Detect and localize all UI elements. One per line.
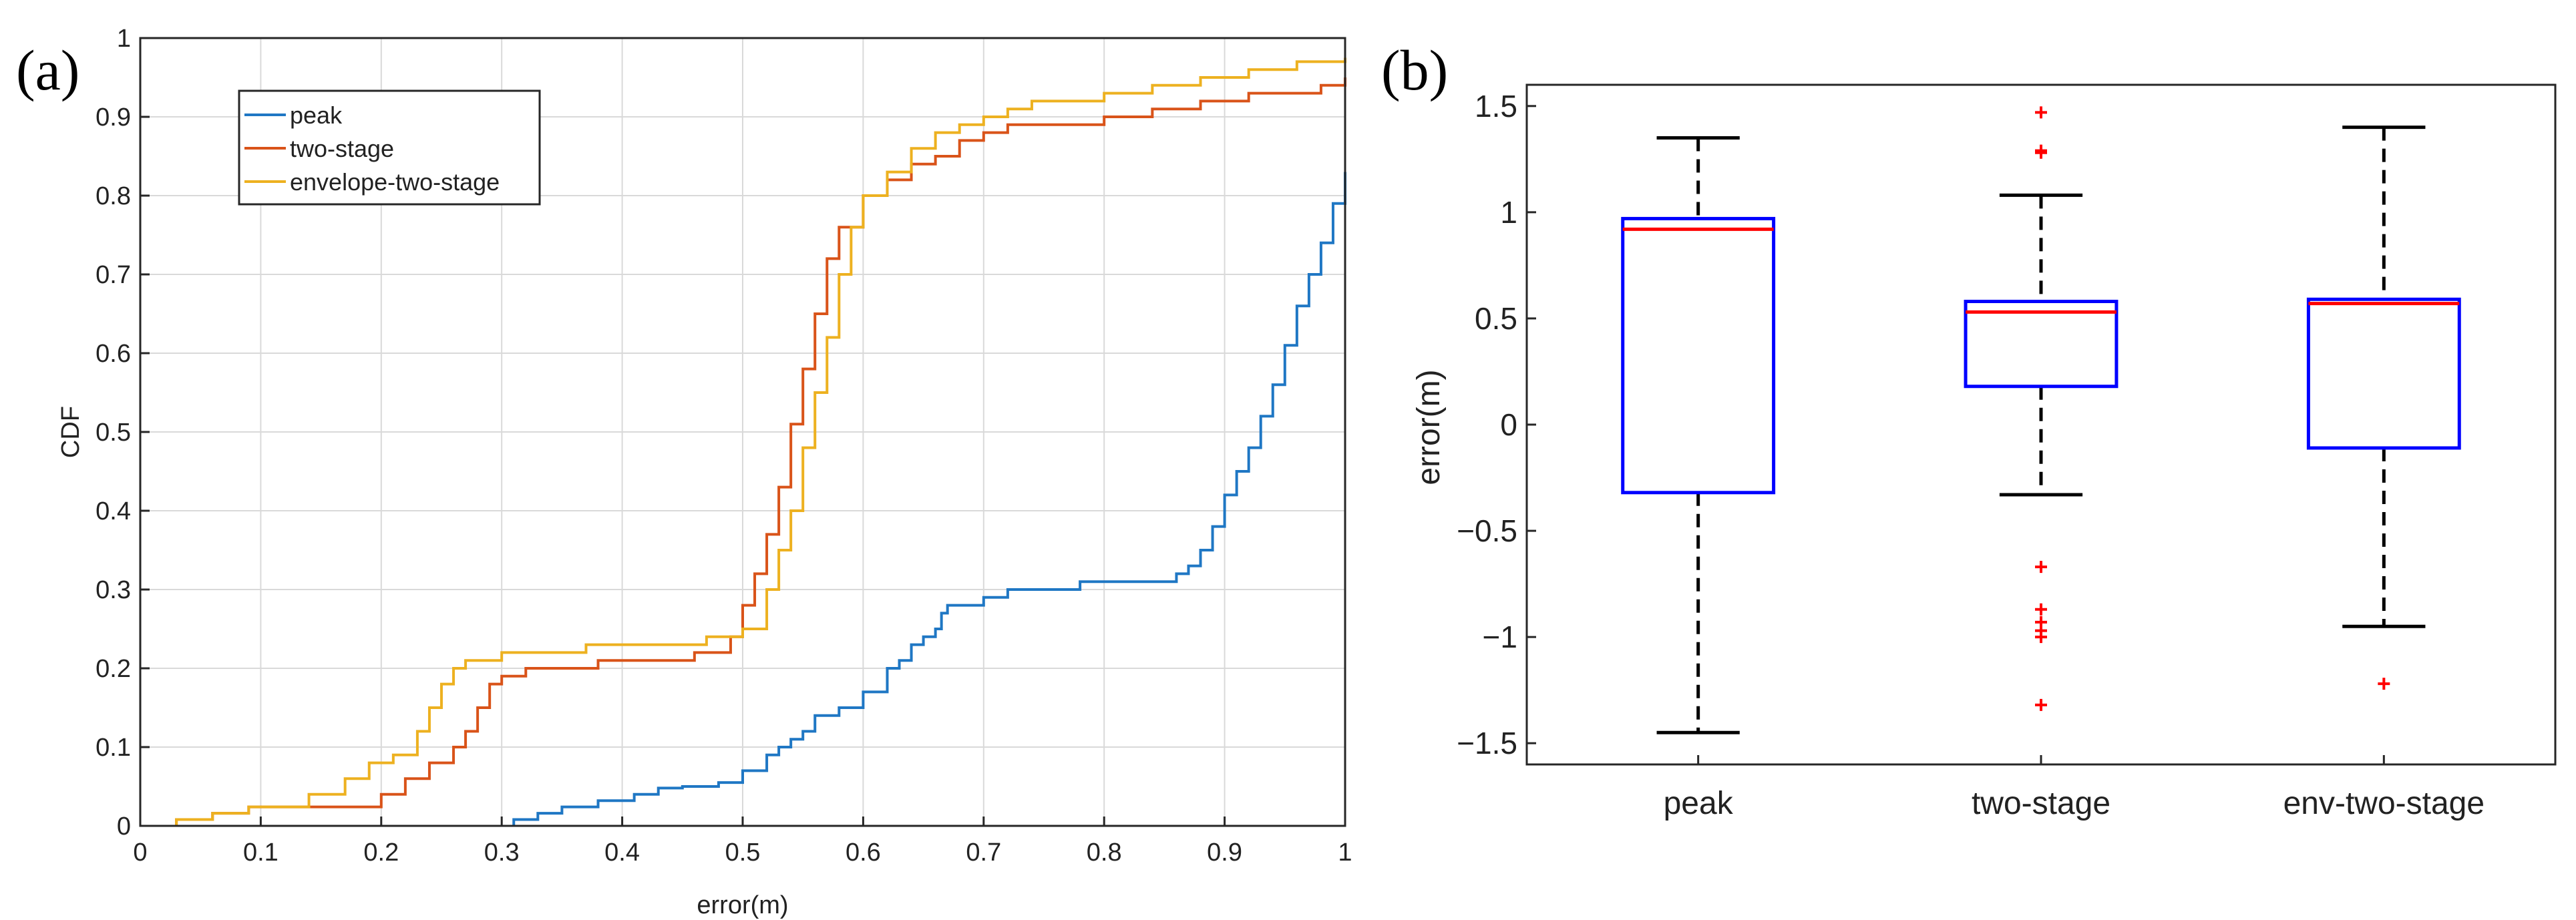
outlier-two-stage [2035,106,2047,119]
outlier-two-stage [2035,603,2047,616]
cdf-line-two-stage [175,77,1346,826]
box-y-axis-label: error(m) [1411,369,1447,485]
panel-b-letter: (b) [1381,38,1448,102]
outlier-env-two-stage [2378,678,2390,690]
cdf-x-axis-label: error(m) [697,891,788,919]
box-x-ticks: peak two-stage env-two-stage [1664,755,2485,821]
outlier-two-stage [2035,698,2047,711]
cdf-y-tick-label: 0 [117,813,131,841]
legend-label-two-stage: two-stage [290,135,394,162]
box-y-ticks: −1.5 −1 −0.5 0 0.5 1 1.5 [1457,89,1536,760]
box-two-stage [1964,299,2119,389]
cdf-x-tick-label: 0.3 [484,839,520,867]
box-y-tick-label: 0 [1500,407,1517,442]
cdf-x-tick-label: 0.2 [363,839,399,867]
box-y-tick-label: −1 [1483,620,1517,654]
box-y-tick-label: 1 [1500,195,1517,230]
outlier-two-stage [2035,561,2047,573]
legend-label-envelope-two-stage: envelope-two-stage [290,168,500,196]
cdf-legend-box [238,89,541,206]
cdf-y-tick-label: 1 [117,25,131,53]
panel-a-letter: (a) [16,38,79,102]
cdf-x-tick-label: 0.7 [966,839,1001,867]
cdf-y-tick-label: 0.5 [96,419,131,447]
cdf-x-tick-label: 0.5 [725,839,761,867]
cdf-legend: peak two-stage envelope-two-stage [238,89,541,206]
cdf-y-tick-label: 0.4 [96,497,131,525]
outlier-two-stage [2035,146,2047,159]
cdf-x-ticks: 0 0.1 0.2 0.3 0.4 0.5 0.6 0.7 0.8 0.9 1 [133,817,1352,867]
cdf-line-envelope-two-stage [175,57,1346,826]
cdf-x-tick-label: 0.6 [846,839,881,867]
cdf-y-tick-label: 0.6 [96,340,131,368]
cdf-y-tick-label: 0.1 [96,734,131,762]
cdf-x-tick-label: 0.8 [1087,839,1122,867]
box-x-tick-label: env-two-stage [2283,786,2485,821]
cdf-x-tick-label: 1 [1338,839,1352,867]
box-y-tick-label: −0.5 [1457,513,1517,548]
legend-label-peak: peak [290,101,343,129]
cdf-y-tick-label: 0.9 [96,103,131,132]
cdf-y-tick-label: 0.7 [96,261,131,289]
cdf-x-tick-label: 0.9 [1207,839,1242,867]
box-y-tick-label: −1.5 [1457,726,1517,760]
box-y-tick-label: 0.5 [1475,301,1517,336]
outlier-two-stage [2035,631,2047,644]
cdf-y-tick-label: 0.3 [96,576,131,604]
box-marks-group [1621,106,2461,734]
cdf-line-peak [512,172,1346,826]
box-plot-area [1527,85,2555,764]
box-x-tick-label: two-stage [1972,786,2110,821]
cdf-y-tick-label: 0.2 [96,655,131,683]
cdf-x-tick-label: 0 [133,839,147,867]
cdf-y-ticks: 0 0.1 0.2 0.3 0.4 0.5 0.6 0.7 0.8 0.9 1 [96,25,150,841]
box-env-two-stage [2306,297,2461,450]
cdf-x-tick-label: 0.1 [243,839,279,867]
cdf-chart: 0 0.1 0.2 0.3 0.4 0.5 0.6 0.7 0.8 0.9 1 0 0.1 0.2 0.3… [57,25,1352,919]
box-chart: −1.5 −1 −0.5 0 0.5 1 1.5 peak two-stage env-two-… [1411,83,2557,821]
cdf-series-group [175,57,1346,826]
cdf-x-tick-label: 0.4 [604,839,640,867]
box-y-tick-label: 1.5 [1475,89,1517,124]
cdf-y-axis-label: CDF [57,406,85,458]
box-peak [1621,216,1776,495]
cdf-y-tick-label: 0.8 [96,182,131,210]
box-x-tick-label: peak [1664,786,1734,821]
